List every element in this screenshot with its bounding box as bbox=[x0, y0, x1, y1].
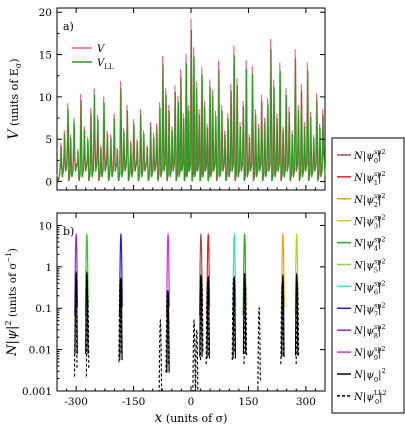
legend-entry-3: N|ψsp 3|2 bbox=[353, 214, 386, 231]
legend-entry-9: N|ψsp 9|2 bbox=[353, 345, 386, 362]
mode-peak-5 bbox=[206, 232, 211, 316]
mode-peak-7 bbox=[242, 232, 247, 316]
ll-peak-7 bbox=[199, 277, 204, 361]
legend-entry-6: N|ψsp 6|2 bbox=[353, 279, 386, 296]
panel-b-plot-area bbox=[73, 232, 300, 391]
y-tick-label: 0.001 bbox=[22, 386, 52, 398]
legend-entry-0: N|ψsp 0|2 bbox=[353, 148, 386, 165]
panel-label-b: b) bbox=[63, 225, 74, 238]
series-vll-line bbox=[56, 29, 326, 182]
y-tick-label: 0.1 bbox=[35, 303, 52, 315]
ll-peak-8 bbox=[205, 281, 210, 365]
ll-peak-12 bbox=[280, 281, 284, 365]
legend-entry-7: N|ψsp 7|2 bbox=[353, 301, 386, 318]
legend-entry-5: N|ψsp 5|2 bbox=[353, 258, 386, 275]
x-tick-label: 0 bbox=[188, 396, 195, 408]
ll-peak-2 bbox=[118, 279, 122, 363]
ll-peak-6 bbox=[195, 327, 199, 391]
ground-state-peak-9 bbox=[294, 272, 299, 356]
mode-peak-2 bbox=[118, 232, 123, 316]
x-tick-label: 300 bbox=[296, 396, 316, 408]
ground-state-peak-7 bbox=[242, 273, 247, 355]
panel-a-legend: V VLL bbox=[72, 44, 114, 71]
ground-state-peak-2 bbox=[119, 276, 123, 361]
y-axis-title-b: N|ψ|2 (units of σ−1) bbox=[4, 248, 20, 357]
ll-peak-9 bbox=[231, 277, 236, 361]
ll-peak-1 bbox=[85, 293, 90, 377]
ll-peak-4 bbox=[165, 289, 170, 373]
x-tick-label: 150 bbox=[238, 396, 258, 408]
legend-label-0: V bbox=[97, 44, 106, 55]
legend-label-1: VLL bbox=[97, 58, 114, 71]
ground-state-peak-6 bbox=[232, 275, 237, 359]
y-axis-title-a: V (units of Eσ) bbox=[6, 58, 23, 139]
panel-b-frame bbox=[56, 212, 326, 392]
legend-entry-4: N|ψsp 4|2 bbox=[353, 236, 386, 253]
legend-entry-8: N|ψsp 8|2 bbox=[353, 323, 386, 340]
mode-peak-3 bbox=[166, 232, 170, 316]
mode-peak-6 bbox=[232, 232, 237, 316]
panel-b: -300 -150 0 150 300 0.001 0.01 0.1 1 10 b) N|ψ|2 (u… bbox=[4, 212, 326, 426]
ground-state-peak-3 bbox=[166, 289, 170, 373]
y-tick-label: 10 bbox=[39, 92, 52, 104]
mode-peak-9 bbox=[294, 232, 299, 316]
mode-peak-8 bbox=[280, 232, 285, 316]
ground-state-peak-5 bbox=[206, 275, 210, 359]
legend-entry-2: N|ψsp 2|2 bbox=[353, 192, 386, 209]
mode-peak-4 bbox=[198, 232, 203, 316]
legend-box bbox=[331, 137, 405, 414]
y-tick-label: 0.01 bbox=[29, 345, 52, 357]
mode-peak-0 bbox=[74, 232, 79, 316]
wavefunction-legend: N|ψsp 0|2 N|ψsp 1|2 N|ψsp 2|2 N|ψsp 3|2 N|ψsp 4|2… bbox=[331, 137, 405, 414]
ll-peak-5 bbox=[192, 318, 196, 391]
legend-entry-1: N|ψsp 1|2 bbox=[353, 170, 386, 187]
ground-state-peak-4 bbox=[199, 273, 203, 357]
y-tick-label: 10 bbox=[39, 220, 52, 232]
legend-entry-10: N|ψ0|2 bbox=[353, 367, 386, 384]
ll-peak-3 bbox=[158, 318, 163, 391]
legend-entry-11: N|ψLL 0|2 bbox=[353, 389, 387, 406]
y-tick-label: 5 bbox=[45, 134, 52, 146]
x-tick-label: -300 bbox=[64, 396, 88, 408]
panel-a: 0 5 10 15 20 a) V (units of Eσ) bbox=[6, 7, 326, 191]
x-axis-title-b: x (units of σ) bbox=[155, 410, 228, 426]
ll-peak-10 bbox=[243, 281, 248, 365]
y-tick-label: 20 bbox=[39, 7, 52, 19]
y-tick-label: 1 bbox=[45, 262, 52, 274]
x-tick-label: -150 bbox=[122, 396, 146, 408]
ll-peak-0 bbox=[73, 293, 78, 377]
panel-label-a: a) bbox=[63, 20, 74, 33]
y-tick-label: 0 bbox=[45, 177, 52, 189]
y-tick-label: 15 bbox=[39, 50, 52, 62]
ll-peak-13 bbox=[295, 281, 300, 365]
mode-peak-1 bbox=[84, 232, 89, 316]
ll-peak-11 bbox=[257, 306, 261, 390]
ground-state-peak-8 bbox=[281, 273, 285, 357]
